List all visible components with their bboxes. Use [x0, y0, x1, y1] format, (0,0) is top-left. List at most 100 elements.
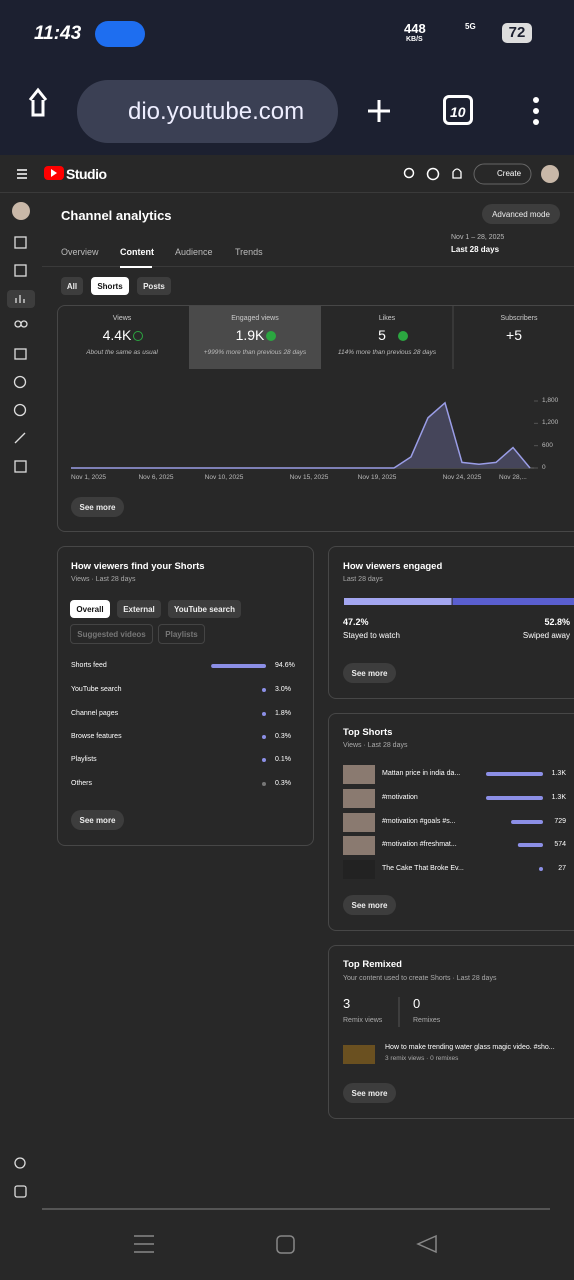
filter-chip[interactable]: All — [61, 277, 83, 295]
source-bar — [262, 782, 266, 786]
metric-label: Subscribers — [500, 315, 538, 322]
side-nav[interactable] — [13, 236, 28, 1198]
tab: Content — [120, 246, 154, 257]
nav-audio[interactable] — [14, 460, 27, 473]
card-subtitle: Views · Last 28 days — [71, 575, 136, 583]
period: Last 28 days — [451, 245, 500, 255]
nav-customize[interactable] — [14, 432, 26, 444]
date-range: Nov 1 – 28, 2025 — [451, 233, 505, 241]
nav-analytics[interactable] — [15, 295, 25, 303]
engaged-label: Swiped away — [522, 631, 570, 641]
card — [328, 713, 574, 931]
short-title: #motivation — [382, 793, 418, 801]
nav-subtitles[interactable] — [14, 348, 27, 360]
engaged-bar — [344, 598, 452, 605]
filter-chip[interactable]: Posts — [137, 277, 171, 295]
battery: 72 — [502, 23, 532, 43]
short-bar — [511, 820, 543, 824]
nav-copyright[interactable] — [13, 375, 27, 389]
nav-dashboard[interactable] — [14, 236, 27, 249]
card-subtitle: Views · Last 28 days — [343, 741, 408, 749]
source-name: YouTube search — [71, 685, 122, 693]
card-subtitle: Last 28 days — [343, 575, 383, 583]
home-icon[interactable] — [28, 87, 48, 117]
tab-count: 10 — [450, 103, 466, 120]
filter-chip[interactable]: Suggested videos — [70, 624, 153, 644]
y-tick-label: 600 — [542, 441, 553, 449]
x-tick-label: Nov 6, 2025 — [138, 474, 174, 481]
tabs-divider — [42, 266, 574, 267]
x-tick-label: Nov 19, 2025 — [357, 474, 397, 481]
tab: Overview — [61, 246, 99, 257]
short-bar — [486, 796, 543, 800]
advanced-mode[interactable]: Advanced mode — [482, 204, 560, 224]
create-button[interactable] — [473, 163, 532, 185]
card-title: Top Shorts — [343, 727, 393, 739]
filter-chip[interactable]: Playlists — [158, 624, 205, 644]
search-icon[interactable] — [403, 167, 415, 179]
up-badge — [266, 331, 276, 341]
nav-settings[interactable] — [14, 1157, 26, 1169]
menu-dot[interactable] — [533, 97, 539, 103]
short-views: 1.3K — [551, 769, 566, 777]
see-more[interactable]: See more — [71, 810, 124, 830]
new-tab-icon[interactable] — [368, 100, 390, 122]
see-more[interactable]: See more — [71, 497, 124, 517]
nav-community[interactable] — [14, 320, 22, 328]
nav-avatar[interactable] — [12, 202, 30, 220]
app-name: Studio — [66, 165, 107, 182]
menu-dot[interactable] — [533, 119, 539, 125]
see-more[interactable]: See more — [343, 895, 396, 915]
nav-active — [7, 290, 35, 308]
nav-content[interactable] — [14, 264, 27, 277]
metric-note: About the same as usual — [86, 349, 158, 356]
y-tick-label: 1,800 — [542, 397, 559, 405]
nav-feedback[interactable] — [14, 1185, 27, 1198]
card-subtitle: Your content used to create Shorts · Las… — [343, 974, 497, 982]
tab: Audience — [175, 246, 213, 257]
short-views: 1.3K — [551, 793, 566, 801]
recents-button[interactable] — [134, 1235, 154, 1253]
card-title: Top Remixed — [343, 959, 402, 971]
source-value: 0.1% — [275, 755, 291, 763]
short-title: #motivation #freshmat... — [382, 840, 457, 848]
thumbnail — [343, 836, 375, 855]
source-name: Channel pages — [71, 709, 119, 717]
avatar[interactable] — [541, 165, 559, 183]
hamburger[interactable] — [17, 169, 27, 179]
metric-label: Engaged views — [231, 315, 279, 322]
filter-chip[interactable]: YouTube search — [168, 600, 241, 618]
thumbnail — [343, 1045, 375, 1064]
bottom-divider — [42, 1208, 550, 1210]
engaged-bar — [452, 598, 574, 605]
short-bar — [539, 867, 543, 871]
tab-switcher[interactable] — [443, 95, 473, 125]
thumbnail — [343, 765, 375, 784]
source-bar — [262, 735, 266, 739]
filter-chip[interactable]: External — [117, 600, 161, 618]
nav-earn[interactable] — [13, 403, 27, 417]
thumbnail — [343, 789, 375, 808]
metric-value: 4.4K — [102, 327, 132, 343]
area — [71, 402, 530, 468]
filter-chip[interactable]: Overall — [70, 600, 110, 618]
short-bar — [517, 843, 543, 847]
card — [328, 945, 574, 1119]
short-views: 574 — [554, 840, 566, 848]
url-bar[interactable] — [77, 80, 338, 143]
network: 5G — [465, 22, 476, 32]
short-title: #motivation #goals #s... — [382, 817, 456, 825]
help-icon[interactable] — [426, 167, 440, 181]
bell-icon[interactable] — [452, 168, 462, 179]
home-button[interactable] — [276, 1235, 295, 1254]
back-button[interactable] — [416, 1234, 437, 1254]
filter-chip[interactable]: Shorts — [91, 277, 129, 295]
nav-community[interactable] — [20, 320, 28, 328]
see-more[interactable]: See more — [343, 1083, 396, 1103]
see-more[interactable]: See more — [343, 663, 396, 683]
metric-selected — [189, 306, 321, 369]
x-tick-label: Nov 1, 2025 — [71, 474, 107, 481]
short-bar — [486, 772, 543, 776]
up-badge — [398, 331, 408, 341]
menu-dot[interactable] — [533, 108, 539, 114]
